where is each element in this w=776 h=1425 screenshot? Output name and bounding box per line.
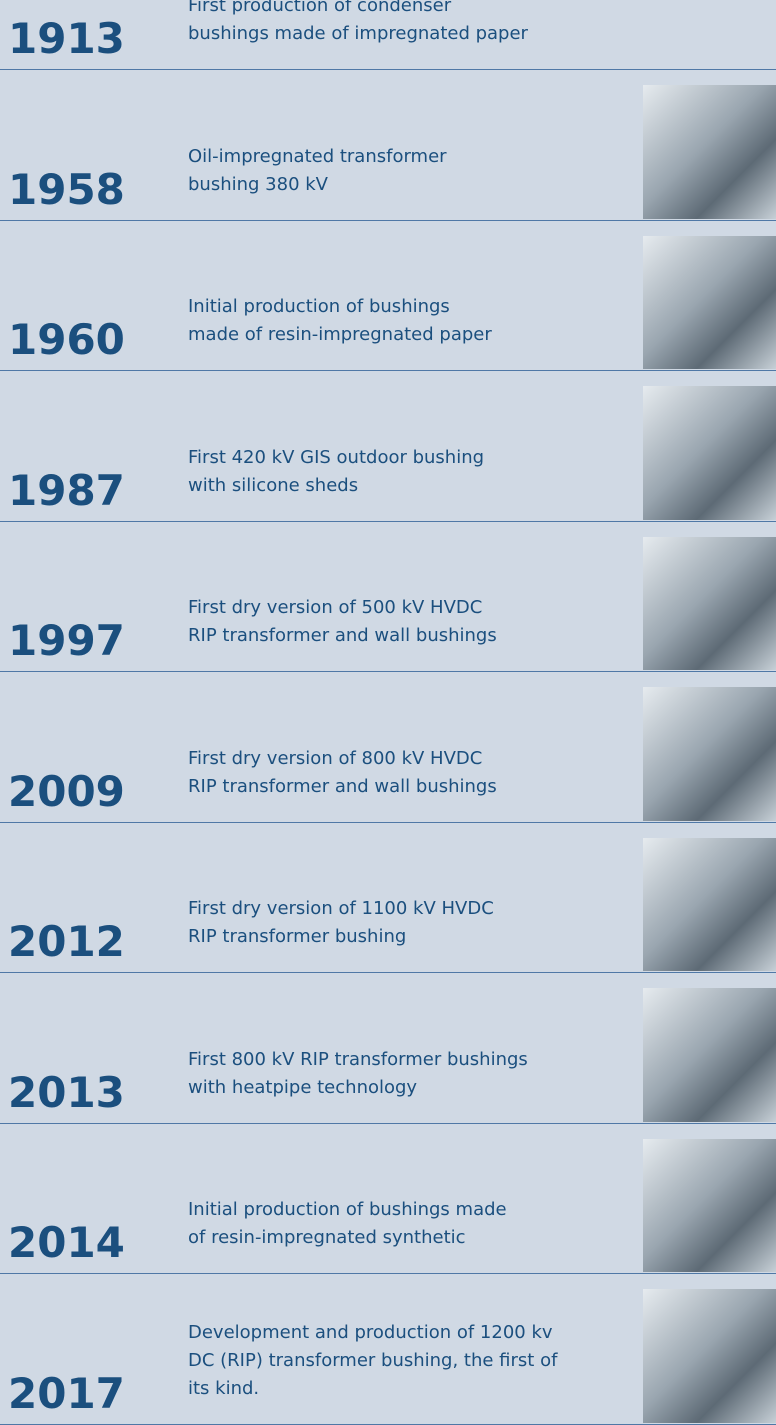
description-line: Oil-impregnated transformer — [188, 143, 447, 171]
description-line: of resin-impregnated synthetic — [188, 1224, 507, 1252]
photo — [643, 537, 776, 671]
year: 2012 — [8, 921, 125, 963]
description-line: bushings made of impregnated paper — [188, 20, 528, 48]
description-line: with silicone sheds — [188, 472, 484, 500]
description-line: RIP transformer and wall bushings — [188, 622, 497, 650]
year: 1913 — [8, 18, 125, 60]
year: 2017 — [8, 1373, 125, 1415]
timeline-page: {"entries": [ {"year": "1913", "text": [… — [0, 0, 776, 1425]
year: 2014 — [8, 1222, 125, 1264]
description-line: made of resin-impregnated paper — [188, 321, 492, 349]
timeline-row: 2017 Development and production of 1200 k… — [0, 1274, 776, 1425]
description-line: Initial production of bushings made — [188, 1196, 507, 1224]
photo — [643, 236, 776, 370]
description-line: First dry version of 800 kV HVDC — [188, 745, 497, 773]
photo — [643, 1139, 776, 1273]
year: 1960 — [8, 319, 125, 361]
description-line: Development and production of 1200 kv — [188, 1319, 557, 1347]
description-line: DC (RIP) transformer bushing, the first … — [188, 1347, 557, 1375]
year: 1987 — [8, 470, 125, 512]
photo — [643, 687, 776, 821]
description-line: RIP transformer bushing — [188, 923, 494, 951]
description-line: bushing 380 kV — [188, 171, 447, 199]
description-line: First dry version of 500 kV HVDC — [188, 594, 497, 622]
description-line: RIP transformer and wall bushings — [188, 773, 497, 801]
description-line: Initial production of bushings — [188, 293, 492, 321]
description-line: with heatpipe technology — [188, 1074, 528, 1102]
timeline-row: 2013 First 800 kV RIP transformer bushing… — [0, 973, 776, 1124]
year: 2013 — [8, 1072, 125, 1114]
photo — [643, 1289, 776, 1423]
description-line: First 420 kV GIS outdoor bushing — [188, 444, 484, 472]
year: 1997 — [8, 620, 125, 662]
year: 1958 — [8, 169, 125, 211]
photo — [643, 988, 776, 1122]
description-line: First 800 kV RIP transformer bushings — [188, 1046, 528, 1074]
year: 2009 — [8, 771, 125, 813]
photo — [643, 838, 776, 972]
photo — [643, 386, 776, 520]
description-line: First dry version of 1100 kV HVDC — [188, 895, 494, 923]
description-line: First production of condenser — [188, 0, 528, 20]
description-line: its kind. — [188, 1375, 557, 1403]
photo — [643, 85, 776, 219]
